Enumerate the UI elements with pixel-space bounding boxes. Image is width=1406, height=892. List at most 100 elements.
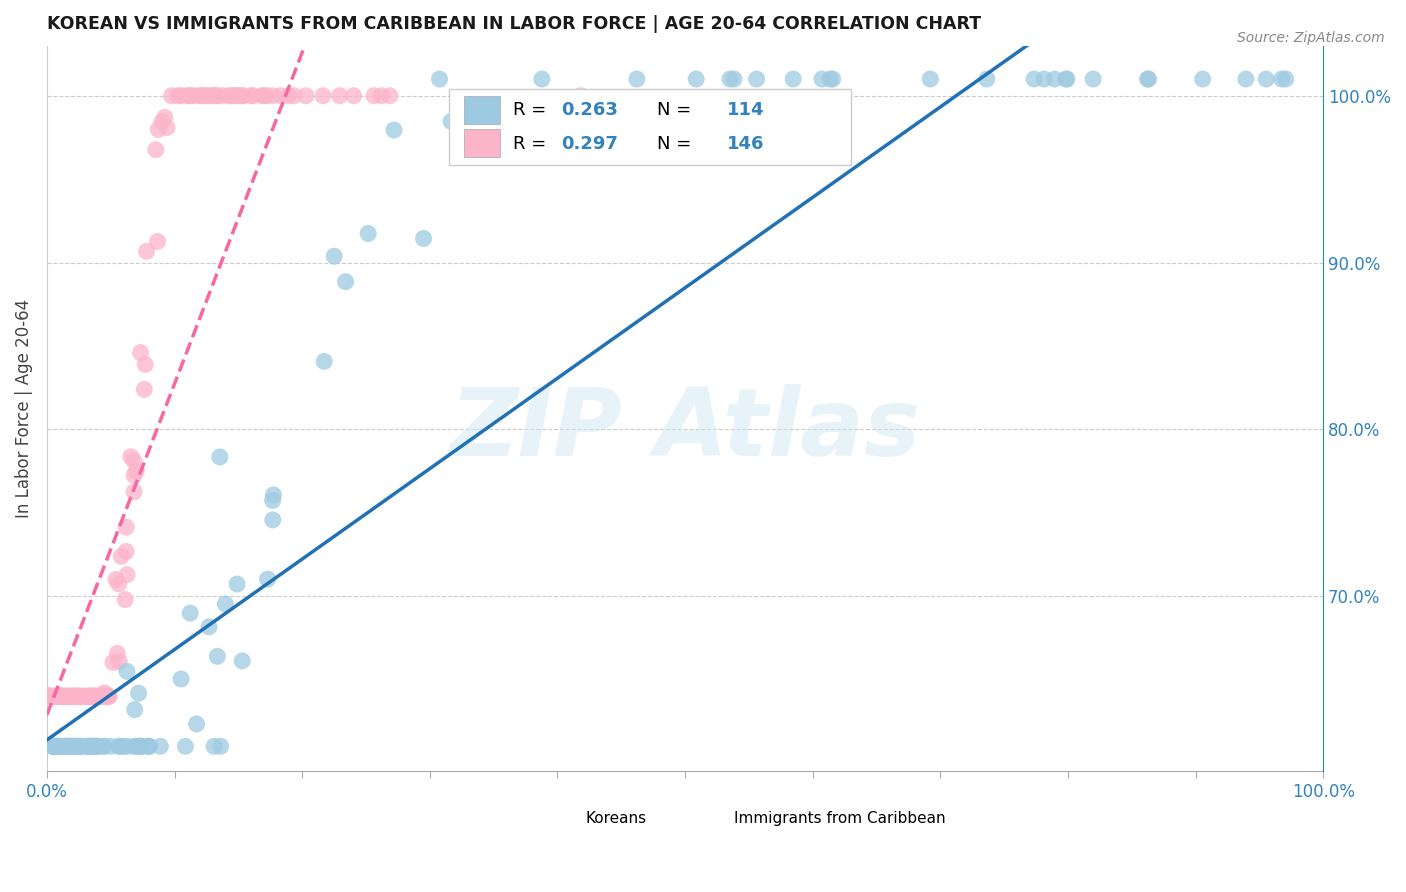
Point [83, 739, 105, 754]
Point [86, 690, 108, 704]
Point [209, 739, 232, 754]
Point [745, 72, 768, 87]
Point [48, 690, 70, 704]
Point [129, 739, 152, 754]
Point [42, 739, 65, 754]
Point [198, 620, 221, 634]
Point [1191, 72, 1213, 87]
Point [60, 690, 83, 704]
Point [335, 275, 357, 289]
Point [256, 88, 278, 103]
Point [65, 739, 87, 754]
Point [86, 690, 108, 704]
Text: N =: N = [634, 135, 697, 153]
Point [101, 656, 124, 670]
Point [167, 88, 190, 103]
Point [39, 690, 62, 704]
Point [73, 690, 96, 704]
Point [38, 690, 60, 704]
Point [38, 690, 60, 704]
Point [129, 739, 152, 754]
Point [69, 690, 91, 704]
Point [186, 717, 208, 731]
Point [191, 88, 214, 103]
Point [129, 739, 152, 754]
Point [59, 739, 82, 754]
Point [194, 88, 217, 103]
Point [208, 450, 231, 464]
Point [58, 690, 80, 704]
Point [83, 690, 105, 704]
Point [225, 88, 247, 103]
Point [115, 520, 138, 534]
Point [262, 88, 284, 103]
Point [45, 739, 67, 754]
Point [204, 88, 226, 103]
Point [38, 690, 60, 704]
Point [44, 690, 66, 704]
Point [122, 468, 145, 483]
Point [77, 739, 100, 754]
Point [1234, 72, 1257, 87]
Text: Source: ZipAtlas.com: Source: ZipAtlas.com [1237, 31, 1385, 45]
Point [818, 72, 841, 87]
Text: 114: 114 [727, 101, 765, 119]
Point [52, 690, 75, 704]
Point [49, 690, 72, 704]
Point [56, 690, 79, 704]
Point [226, 88, 249, 103]
Text: KOREAN VS IMMIGRANTS FROM CARIBBEAN IN LABOR FORCE | AGE 20-64 CORRELATION CHART: KOREAN VS IMMIGRANTS FROM CARIBBEAN IN L… [46, 15, 981, 33]
Point [188, 88, 211, 103]
Point [63, 690, 86, 704]
Point [80, 690, 103, 704]
Point [83, 690, 105, 704]
Point [76, 690, 98, 704]
Point [718, 72, 741, 87]
Point [312, 88, 335, 103]
Point [120, 450, 142, 464]
Point [42, 739, 65, 754]
Point [138, 739, 160, 754]
Point [226, 577, 249, 591]
Point [91, 690, 114, 704]
Point [66, 690, 89, 704]
Point [63, 690, 86, 704]
Point [232, 88, 254, 103]
Point [1081, 72, 1104, 87]
Point [252, 88, 274, 103]
Point [46, 739, 69, 754]
Point [283, 88, 305, 103]
Point [129, 345, 152, 359]
Point [108, 739, 131, 754]
Point [1043, 72, 1066, 87]
Point [1137, 72, 1160, 87]
Point [66, 690, 89, 704]
Point [53, 690, 76, 704]
Point [49, 690, 72, 704]
Point [41, 690, 63, 704]
Point [174, 739, 197, 754]
Point [51, 690, 73, 704]
Point [38, 690, 60, 704]
Point [218, 88, 240, 103]
Point [52, 739, 75, 754]
Point [149, 739, 172, 754]
Point [378, 88, 401, 103]
Point [125, 464, 148, 478]
Point [59, 690, 82, 704]
Point [49, 690, 72, 704]
Point [821, 72, 844, 87]
Point [56, 739, 79, 754]
Point [75, 690, 97, 704]
Point [1022, 72, 1045, 87]
Point [49, 739, 72, 754]
Point [93, 739, 115, 754]
Point [197, 88, 219, 103]
Point [131, 739, 153, 754]
Point [80, 739, 103, 754]
Text: R =: R = [513, 101, 551, 119]
Point [84, 690, 107, 704]
Point [87, 739, 110, 754]
Point [107, 739, 129, 754]
Text: Koreans: Koreans [585, 811, 647, 826]
